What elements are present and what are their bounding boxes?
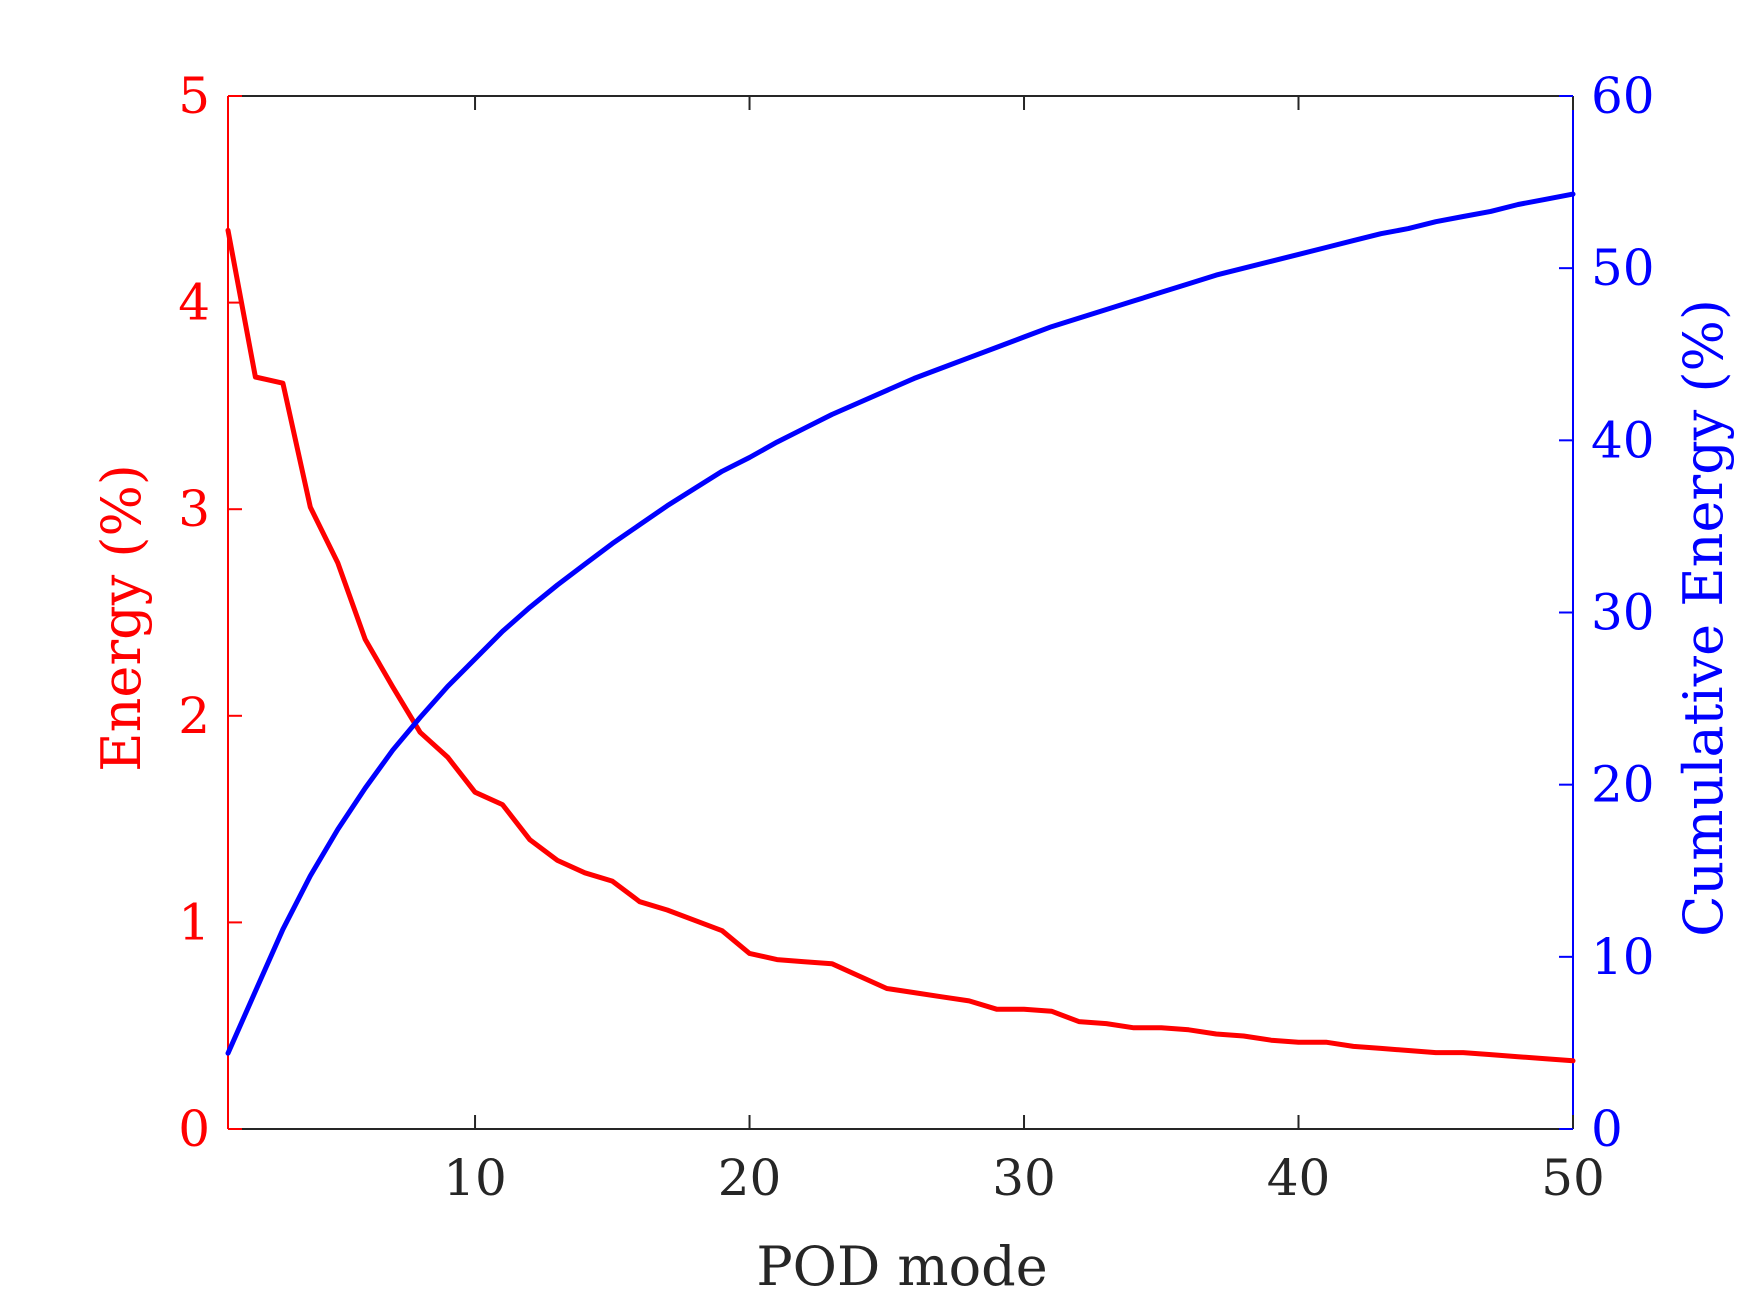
x-axis-label: POD mode (756, 1235, 1047, 1298)
y-axis-right-label: Cumulative Energy (%) (1672, 299, 1735, 937)
x-tick-label: 20 (718, 1149, 782, 1207)
y-tick-left-label: 2 (178, 687, 210, 745)
x-tick-label: 50 (1541, 1149, 1605, 1207)
x-tick-label: 30 (992, 1149, 1056, 1207)
y-tick-right-label: 0 (1591, 1100, 1623, 1158)
y-tick-right-label: 60 (1591, 67, 1655, 125)
energy-line (225, 227, 1576, 1064)
plot-series (225, 191, 1576, 1064)
y-tick-left-label: 3 (178, 480, 210, 538)
y-tick-left-label: 5 (178, 67, 210, 125)
x-tick-label: 40 (1267, 1149, 1331, 1207)
y-axis-left-label: Energy (%) (90, 464, 153, 772)
y-tick-right-label: 50 (1591, 239, 1655, 297)
y-tick-left-label: 0 (178, 1100, 210, 1158)
cumulative-energy-line (225, 191, 1576, 1056)
x-tick-label: 10 (443, 1149, 507, 1207)
y-tick-right-label: 20 (1591, 756, 1655, 814)
y-tick-right-label: 30 (1591, 584, 1655, 642)
y-tick-left-label: 1 (178, 893, 210, 951)
plot-frame (227, 95, 1574, 1130)
y-tick-right-label: 10 (1591, 928, 1655, 986)
y-tick-left-label: 4 (178, 274, 210, 332)
y-tick-right-label: 40 (1591, 411, 1655, 469)
